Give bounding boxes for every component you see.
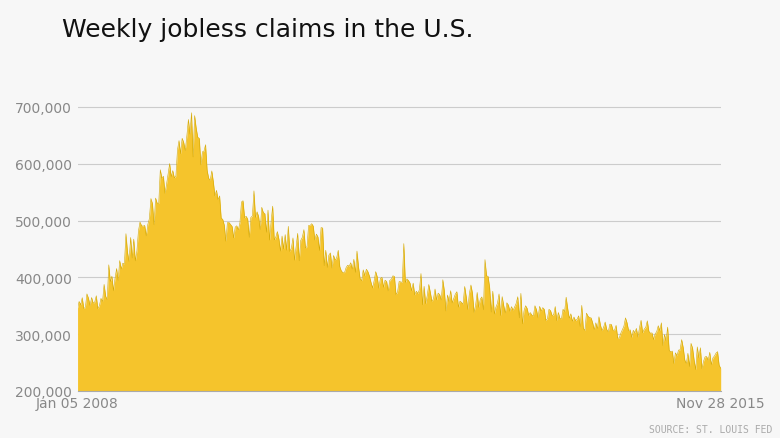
Text: SOURCE: ST. LOUIS FED: SOURCE: ST. LOUIS FED [649, 424, 772, 434]
Text: Weekly jobless claims in the U.S.: Weekly jobless claims in the U.S. [62, 18, 474, 42]
